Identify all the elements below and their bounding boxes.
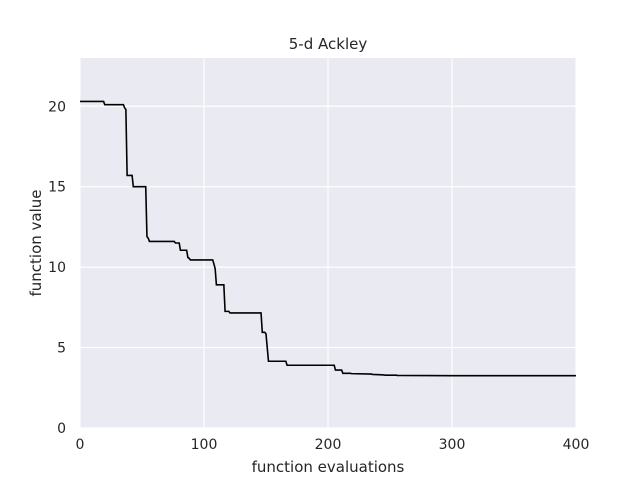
y-tick-label: 20 — [48, 99, 66, 115]
x-tick-labels: 0 100 200 300 400 — [76, 437, 590, 453]
y-axis-label: function value — [27, 189, 45, 296]
x-tick-label: 200 — [315, 437, 342, 453]
y-tick-label: 0 — [57, 421, 66, 437]
series-line — [80, 100, 576, 377]
x-tick-label: 0 — [76, 437, 85, 453]
x-axis-label: function evaluations — [252, 458, 405, 476]
x-tick-label: 100 — [191, 437, 218, 453]
chart-title: 5-d Ackley — [289, 35, 368, 53]
x-tick-label: 300 — [439, 437, 466, 453]
y-tick-label: 5 — [57, 341, 66, 357]
y-tick-label: 10 — [48, 260, 66, 276]
y-tick-label: 15 — [48, 180, 66, 196]
x-tick-label: 400 — [563, 437, 590, 453]
y-tick-labels: 0 5 10 15 20 — [48, 99, 66, 437]
grid — [79, 58, 577, 429]
